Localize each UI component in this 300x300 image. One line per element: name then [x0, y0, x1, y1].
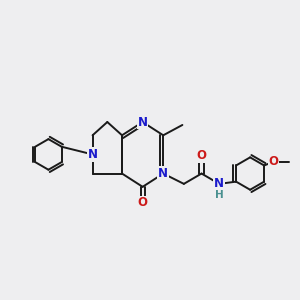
Text: N: N	[138, 116, 148, 128]
Text: N: N	[88, 148, 98, 161]
Text: O: O	[138, 196, 148, 209]
Text: O: O	[196, 149, 206, 162]
Text: H: H	[215, 190, 224, 200]
Text: O: O	[269, 155, 279, 168]
Text: N: N	[158, 167, 168, 180]
Text: N: N	[214, 177, 224, 190]
